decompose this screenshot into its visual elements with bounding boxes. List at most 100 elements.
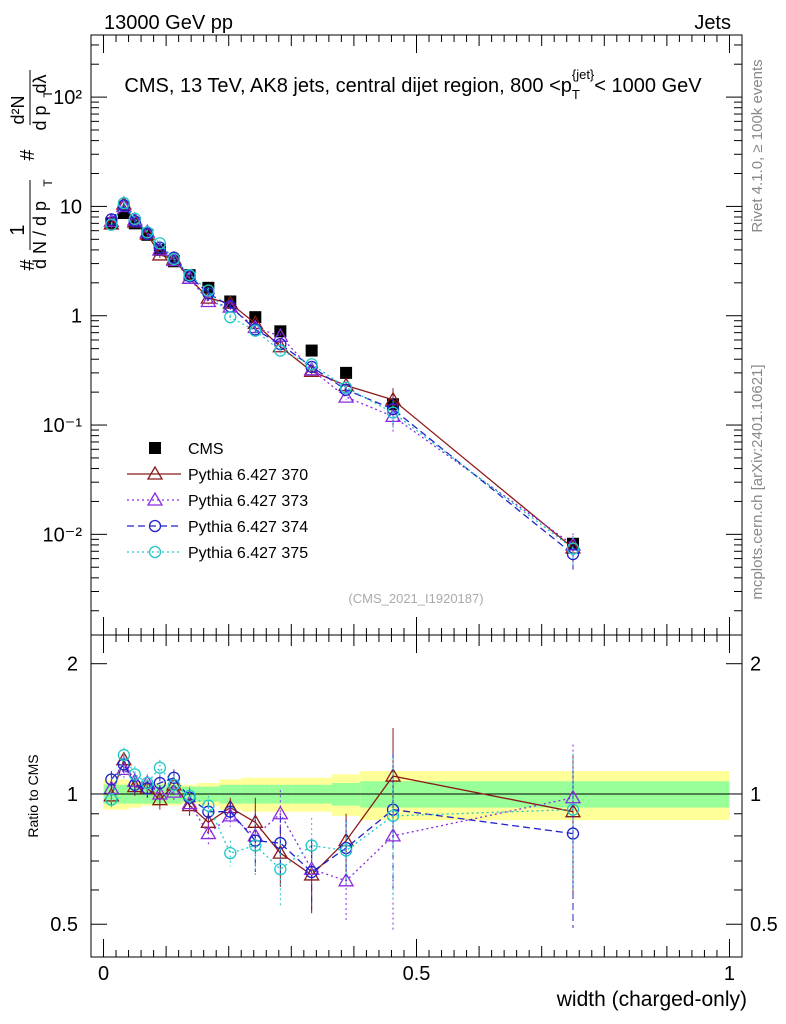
ratio-point [153, 761, 167, 774]
ratio-point [249, 839, 262, 852]
data-point [105, 213, 118, 226]
x-tick-label: 1 [724, 963, 735, 985]
data-point [183, 269, 196, 282]
ratio-point [339, 844, 353, 857]
ratio-line [110, 753, 574, 871]
data-point [126, 211, 143, 226]
legend-label: Pythia 6.427 370 [188, 467, 308, 484]
ratio-plot-panel: 0.5 0.5 1 1 2 2 0 0.5 1 Ratio to CMS width (cha… [25, 35, 778, 1011]
svg-text:#: # [17, 149, 39, 161]
svg-text:d N / d p: d N / d p [30, 201, 50, 269]
data-point [272, 327, 289, 342]
ratio-point [224, 846, 237, 860]
chart-title: CMS, 13 TeV, AK8 jets, central dijet reg… [124, 67, 702, 102]
data-point [305, 358, 318, 371]
svg-text:T: T [41, 179, 55, 187]
data-point [117, 207, 130, 220]
ratio-point [272, 844, 289, 859]
ratio-point [305, 839, 318, 852]
data-point [202, 284, 215, 297]
data-point [340, 366, 353, 379]
y-axis-label: #1 d N / d p T # d²N d p Tdλ [7, 70, 55, 271]
legend-swatch [148, 519, 162, 533]
ratio-y-tick-label: 1 [67, 784, 78, 806]
svg-text:d²N: d²N [8, 95, 28, 124]
legend-swatch [148, 545, 162, 559]
data-point [224, 311, 237, 324]
data-point [151, 241, 168, 256]
data-point [305, 344, 318, 357]
legend-label: Pythia 6.427 373 [188, 493, 308, 510]
ratio-y-tick-label-right: 1 [750, 784, 761, 806]
data-point [167, 252, 181, 266]
ratio-point [202, 799, 215, 812]
ratio-point [384, 827, 402, 842]
data-point [165, 252, 183, 267]
header-right: Jets [694, 12, 731, 34]
ratio-series-pythia-6-427-375 [105, 747, 580, 907]
legend-label: Pythia 6.427 375 [188, 545, 308, 562]
ratio-point [564, 789, 582, 804]
data-point [249, 324, 262, 337]
x-axis-label: width (charged-only) [556, 988, 747, 1011]
y-tick-label: 1 [71, 306, 82, 328]
legend-item: CMS [149, 441, 224, 458]
ratio-point [566, 803, 580, 816]
data-point [337, 388, 355, 403]
ratio-point [105, 793, 118, 806]
y-tick-label: 10 [60, 196, 82, 218]
data-point [274, 344, 287, 357]
ratio-point [153, 776, 167, 790]
ratio-y-tick-label: 0.5 [50, 914, 78, 936]
legend-item: Pythia 6.427 370 [127, 465, 308, 484]
ratio-point [151, 785, 168, 800]
data-point [151, 246, 168, 261]
rivet-label: Rivet 4.1.0, ≥ 100k events [749, 59, 766, 232]
legend-item: Pythia 6.427 374 [127, 519, 308, 536]
ratio-point [103, 780, 120, 795]
ratio-point [337, 872, 355, 887]
ratio-point [274, 863, 287, 876]
ratio-point [183, 789, 196, 803]
data-point [153, 237, 167, 250]
svg-text:#: # [17, 259, 39, 271]
main-plot-panel: 10⁻² 10⁻¹ 1 10 10² CMS, 13 TeV, AK8 jets, ce… [7, 34, 743, 636]
x-tick-label: 0 [98, 963, 109, 985]
ratio-point [167, 778, 181, 791]
data-point [566, 542, 580, 555]
legend-label: CMS [188, 441, 224, 458]
legend-label: Pythia 6.427 374 [188, 519, 308, 536]
y-tick-label: 10² [53, 87, 82, 109]
ratio-point [117, 748, 131, 762]
series-line [110, 204, 574, 555]
legend-swatch [149, 442, 161, 454]
ratio-y-tick-label: 2 [67, 654, 78, 676]
mcplots-label: mcplots.cern.ch [arXiv:2401.10621] [749, 364, 766, 599]
legend-swatch [146, 465, 164, 480]
ratio-y-axis-label: Ratio to CMS [25, 754, 41, 837]
header-left: 13000 GeV pp [104, 12, 233, 34]
y-tick-label: 10⁻² [43, 524, 83, 546]
ratio-point [141, 782, 154, 795]
ratio-point [200, 825, 217, 840]
svg-text:dλ: dλ [30, 74, 50, 93]
legend: CMS Pythia 6.427 370 Pythia 6.427 373 Pythi… [127, 441, 308, 562]
data-point [128, 212, 141, 225]
ratio-point [224, 805, 237, 818]
data-point [105, 218, 118, 231]
data-point [141, 226, 154, 239]
data-point [339, 381, 353, 394]
ratio-point [141, 776, 154, 790]
ratio-point [249, 834, 262, 847]
series-pythia-6-427-375 [105, 197, 580, 565]
svg-text:1: 1 [7, 224, 29, 235]
legend-item: Pythia 6.427 375 [127, 545, 308, 562]
ratio-point [165, 783, 183, 798]
data-point [386, 406, 400, 419]
data-point [386, 402, 400, 416]
y-tick-label: 10⁻¹ [43, 415, 83, 437]
ratio-point [128, 768, 141, 781]
ratio-y-tick-label-right: 2 [750, 654, 761, 676]
svg-text:T: T [41, 90, 55, 98]
